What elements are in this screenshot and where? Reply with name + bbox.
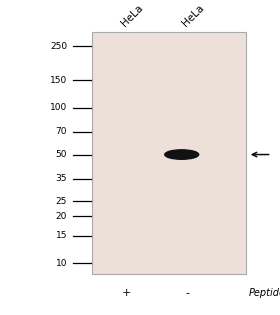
Text: 250: 250 <box>50 42 67 50</box>
Text: 70: 70 <box>56 127 67 136</box>
Text: 150: 150 <box>50 76 67 85</box>
Text: 50: 50 <box>56 150 67 159</box>
Text: 10: 10 <box>56 259 67 267</box>
Text: HeLa: HeLa <box>119 3 145 28</box>
Text: +: + <box>122 288 131 298</box>
Text: 25: 25 <box>56 197 67 206</box>
Text: 100: 100 <box>50 103 67 112</box>
Text: 15: 15 <box>56 231 67 240</box>
Bar <box>92 32 246 274</box>
Ellipse shape <box>165 150 199 159</box>
Text: 35: 35 <box>56 174 67 183</box>
Text: 20: 20 <box>56 212 67 221</box>
Text: HeLa: HeLa <box>181 3 206 28</box>
Text: -: - <box>186 288 190 298</box>
Text: Peptide: Peptide <box>249 288 280 298</box>
